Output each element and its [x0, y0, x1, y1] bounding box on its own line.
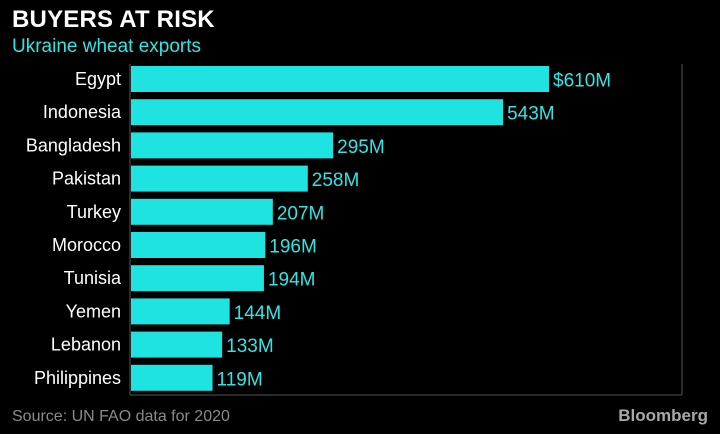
category-label-turkey: Turkey: [67, 202, 121, 222]
category-label-bangladesh: Bangladesh: [26, 135, 121, 155]
bar-tunisia: [131, 265, 264, 292]
category-label-indonesia: Indonesia: [43, 102, 122, 122]
category-label-morocco: Morocco: [52, 235, 121, 255]
source-note: Source: UN FAO data for 2020: [12, 408, 230, 425]
bar-lebanon: [131, 331, 223, 358]
value-label-lebanon: 133M: [226, 336, 274, 357]
bar-indonesia: [131, 99, 504, 126]
category-label-lebanon: Lebanon: [51, 335, 121, 355]
value-label-tunisia: 194M: [268, 270, 316, 291]
category-label-egypt: Egypt: [75, 69, 121, 89]
value-label-turkey: 207M: [277, 203, 325, 224]
value-label-morocco: 196M: [269, 237, 317, 258]
value-label-bangladesh: 295M: [337, 137, 385, 158]
bar-turkey: [131, 198, 273, 225]
chart-subtitle: Ukraine wheat exports: [12, 36, 202, 57]
brand-logo: Bloomberg: [618, 406, 708, 425]
value-label-yemen: 144M: [234, 303, 282, 324]
bar-pakistan: [131, 165, 308, 192]
category-label-yemen: Yemen: [66, 301, 121, 321]
bar-morocco: [131, 232, 266, 258]
bar-philippines: [131, 364, 213, 391]
category-label-pakistan: Pakistan: [52, 169, 121, 189]
category-label-tunisia: Tunisia: [64, 268, 122, 288]
value-label-philippines: 119M: [217, 369, 263, 390]
bar-egypt: [131, 66, 549, 92]
value-label-indonesia: 543M: [507, 104, 555, 125]
bar-bangladesh: [131, 132, 334, 159]
value-label-egypt: $610M: [553, 71, 611, 92]
category-label-philippines: Philippines: [34, 368, 121, 388]
bar-yemen: [131, 298, 230, 325]
chart-title: BUYERS AT RISK: [12, 6, 215, 33]
value-label-pakistan: 258M: [312, 170, 360, 191]
